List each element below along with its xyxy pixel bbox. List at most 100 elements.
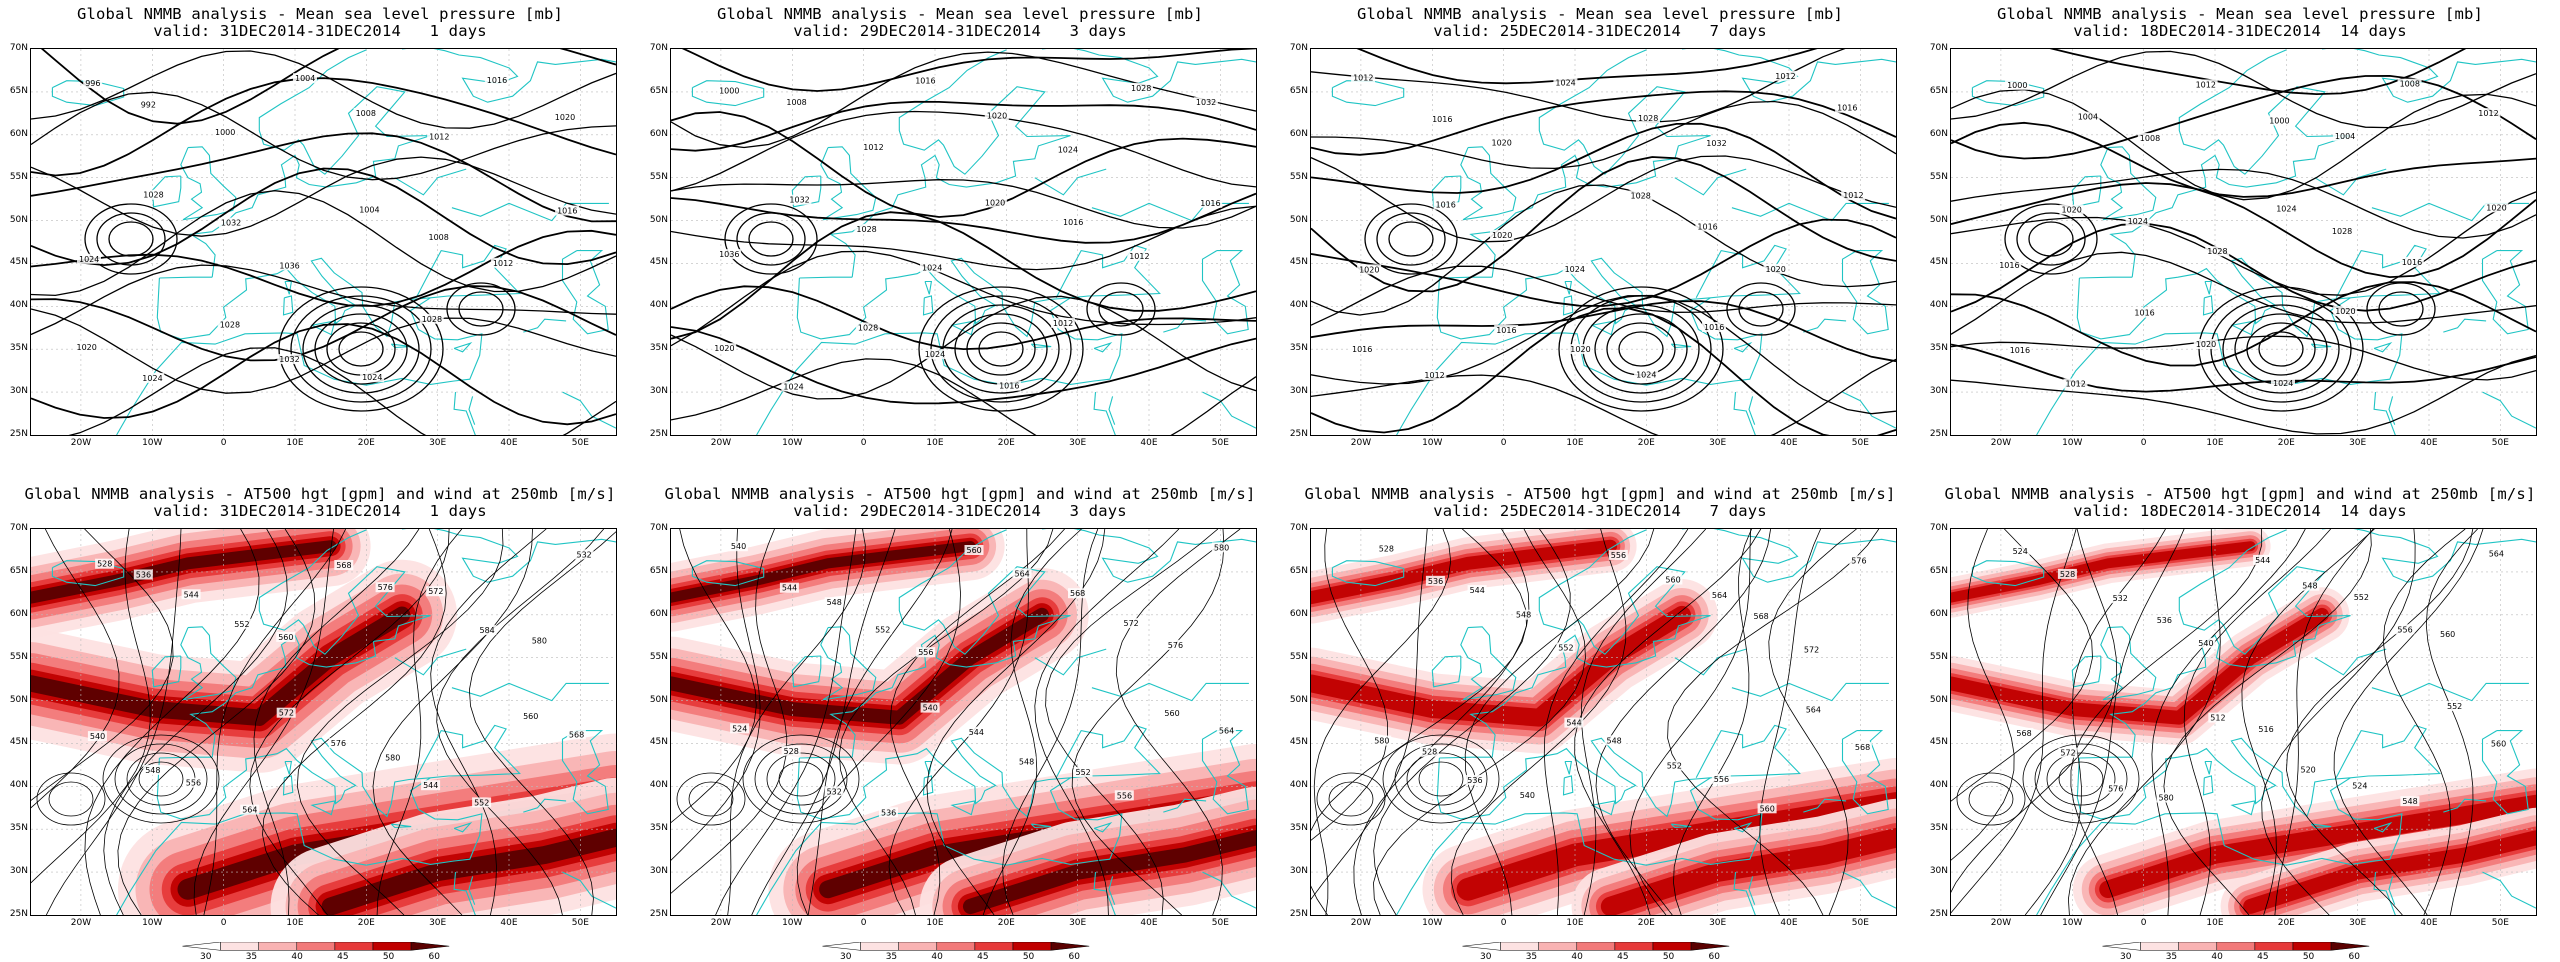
coastline: [2388, 876, 2396, 905]
coastline: [453, 822, 473, 833]
map-frame: 1012 1016 1020 1024 1028 1032 1012 1016 1020 1016…: [1310, 48, 1897, 436]
longitude-tick-label: 0: [860, 918, 867, 928]
contour-label: 1016: [557, 207, 577, 216]
colorbar-label: 45: [2257, 952, 2269, 962]
mslp-panel: Global NMMB analysis - Mean sea level pr…: [0, 0, 640, 480]
wind-colorbar: [822, 942, 1090, 951]
contour-label-bg: [472, 797, 492, 808]
longitude-tick-label: 50E: [1851, 438, 1869, 448]
panel-valid-period: valid: 25DEC2014-31DEC2014 7 days: [1433, 502, 1767, 520]
contour-label-bg: [2010, 546, 2030, 557]
contour-labels: 1000 1004 1008 1012 1000 1004 1008 1012 1016 1020…: [1997, 78, 2509, 389]
height-contours: [31, 529, 616, 915]
coastline: [1731, 202, 1889, 222]
height-contour-line: [1311, 529, 1389, 841]
panel-valid-period: valid: 31DEC2014-31DEC2014 1 days: [153, 22, 487, 40]
colorbar-segment: [182, 942, 221, 951]
contour-label-bg: [787, 194, 812, 205]
coastline: [2482, 391, 2536, 429]
coastline: [756, 257, 1123, 435]
coastline: [2481, 250, 2529, 335]
closed-isobar: [290, 295, 432, 403]
closed-height-contour: [138, 761, 184, 797]
contour-label-bg: [1852, 742, 1872, 753]
height-contours: [1951, 529, 2484, 915]
contour-label-bg: [781, 745, 801, 756]
contour-label: 528: [784, 747, 799, 756]
contour-label: 572: [2060, 749, 2075, 758]
colorbar-segment: [2102, 942, 2141, 951]
isobar-line: [31, 308, 616, 394]
contour-label: 556: [1714, 775, 1729, 784]
coastline: [1055, 244, 1161, 299]
latitude-tick-label: 30N: [1289, 386, 1308, 397]
coastline: [1108, 396, 1116, 425]
latitude-tick-label: 35N: [649, 343, 668, 354]
longitude-tick-label: 20W: [710, 918, 732, 928]
wind-speed-band: [2099, 794, 2536, 899]
height-contour-line: [671, 529, 757, 823]
contour-label: 1016: [999, 382, 1019, 391]
coastline: [390, 343, 412, 349]
contour-label: 556: [1611, 551, 1626, 560]
coastline: [2482, 871, 2536, 909]
coastline: [1042, 49, 1256, 103]
latitude-tick-label: 70N: [649, 523, 668, 533]
contour-label: 1008: [2140, 134, 2160, 143]
contour-label-bg: [133, 569, 153, 580]
contour-label-bg: [1114, 790, 1134, 801]
coastlines: [51, 529, 616, 915]
height-contour-line: [1951, 529, 2118, 893]
closed-height-contour: [1956, 772, 2026, 826]
panel-title: Global NMMB analysis - AT500 hgt [gpm] a…: [1944, 485, 2536, 503]
contour-label: 544: [969, 728, 984, 737]
latitude-tick-label: 45N: [1289, 737, 1308, 748]
contour-label-bg: [2253, 554, 2273, 565]
coastline: [1163, 318, 1207, 333]
latitude-tick-label: 25N: [1289, 909, 1308, 919]
coastline: [2388, 396, 2396, 425]
longitude-tick-label: 50E: [2491, 918, 2509, 928]
latitude-tick-label: 65N: [1929, 85, 1948, 96]
longitude-tick-label: 30E: [2349, 918, 2367, 928]
contour-label-bg: [873, 624, 893, 635]
contour-label-bg: [276, 631, 296, 642]
contour-label-bg: [2193, 339, 2218, 349]
contour-label-bg: [426, 232, 451, 243]
coastline: [1034, 168, 1107, 196]
coastline: [402, 529, 616, 583]
isobar-line: [31, 77, 616, 177]
contour-label: 548: [827, 598, 842, 607]
contour-label-bg: [1704, 137, 1729, 148]
map-frame: 1000 1008 1012 1016 1020 1024 1028 1032 1036 1032…: [670, 48, 1257, 436]
contour-label: 1004: [2335, 132, 2355, 141]
contour-label: 1016: [1704, 323, 1724, 332]
height-contour-line: [671, 529, 788, 894]
mslp-panel: Global NMMB analysis - Mean sea level pr…: [1280, 0, 1920, 480]
height-contour-line: [2274, 529, 2374, 915]
isobar-line: [1951, 251, 2536, 335]
isobar-line: [671, 100, 1256, 152]
latitude-tick-label: 70N: [1929, 43, 1948, 53]
coastline: [2036, 257, 2403, 435]
coastline: [468, 396, 476, 425]
latitude-tick-label: 45N: [1929, 257, 1948, 268]
contour-label: 1024: [2273, 379, 2293, 388]
contour-label-bg: [1835, 102, 1860, 113]
contour-label-bg: [1350, 344, 1374, 354]
coastline: [791, 655, 822, 688]
coastline: [1842, 871, 1896, 909]
colorbar-label: 50: [2302, 952, 2315, 962]
height-contour-line: [1543, 529, 1689, 915]
height-contour-line: [1373, 529, 1586, 915]
map-frame: 524 528 532 536 540 544 548 552 556 560 564 568 572 5…: [1950, 528, 2537, 916]
contour-label: 572: [1804, 646, 1819, 655]
latitude-tick-label: 45N: [649, 737, 668, 748]
contour-label: 1024: [1636, 370, 1656, 379]
closed-isobar: [2004, 203, 2098, 275]
longitude-tick-label: 10W: [1422, 438, 1443, 448]
isobar-line: [1311, 218, 1896, 307]
contour-label-bg: [1372, 735, 1392, 746]
coastline: [1670, 823, 1692, 829]
height-contour-line: [2183, 529, 2331, 915]
